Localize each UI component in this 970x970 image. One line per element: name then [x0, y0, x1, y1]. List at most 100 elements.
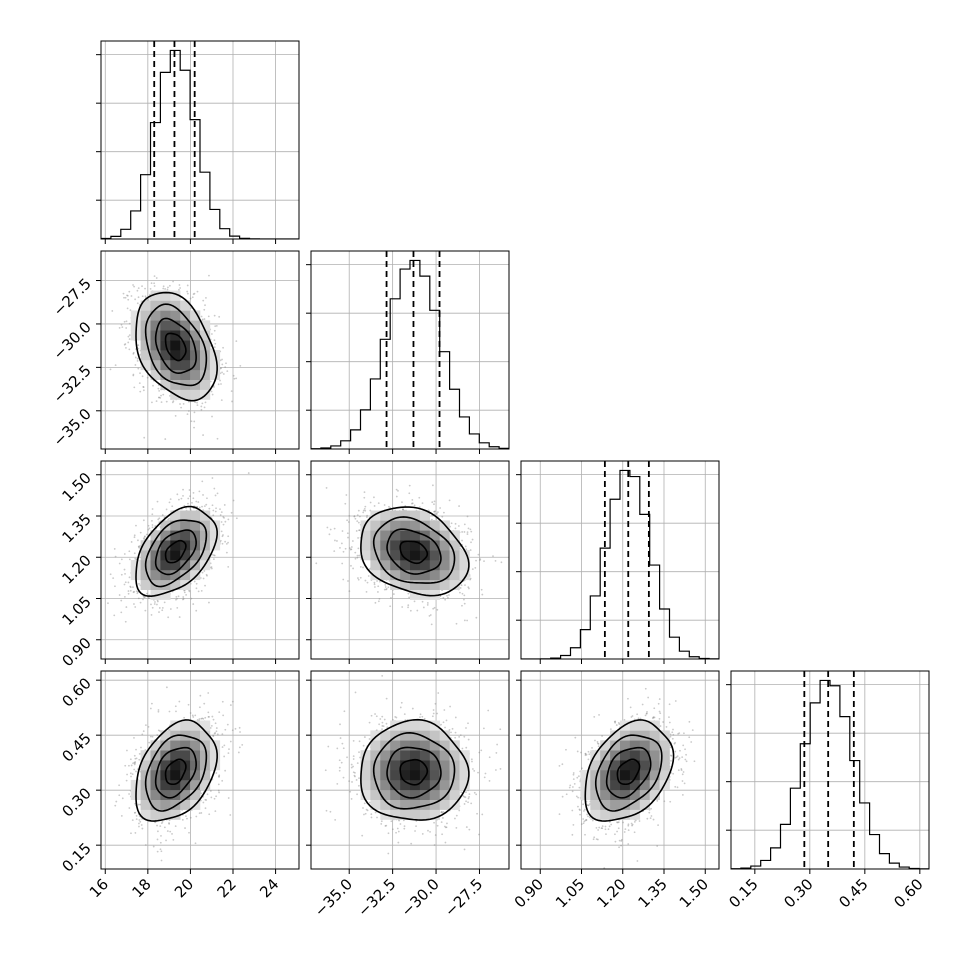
sample-point: [186, 413, 189, 416]
sample-point: [385, 722, 388, 725]
sample-point: [211, 477, 214, 479]
sample-point: [192, 497, 195, 500]
sample-point: [141, 733, 144, 736]
sample-point: [367, 575, 370, 577]
density-bin: [370, 760, 381, 771]
sample-point: [465, 746, 468, 749]
sample-point: [348, 590, 351, 593]
sample-point: [166, 288, 169, 291]
sample-point: [138, 822, 140, 825]
sample-point: [211, 415, 213, 418]
density-bin: [160, 350, 171, 361]
density-bin: [150, 320, 161, 331]
sample-point: [359, 576, 362, 579]
sample-point: [239, 731, 241, 733]
sample-point: [128, 322, 131, 325]
sample-point: [168, 819, 171, 822]
sample-point: [669, 735, 672, 738]
sample-point: [480, 588, 483, 591]
density-bin: [180, 569, 191, 581]
density-bin: [449, 579, 460, 590]
panel-1-1: [306, 250, 510, 454]
sample-point: [358, 751, 360, 754]
sample-point: [627, 697, 629, 700]
sample-point: [157, 518, 160, 521]
density-bin: [180, 560, 191, 571]
sample-point: [215, 727, 218, 729]
sample-point: [195, 609, 198, 612]
sample-point: [199, 577, 202, 579]
sample-point: [128, 576, 131, 579]
density-bin: [410, 520, 421, 531]
sample-point: [339, 737, 342, 739]
sample-point: [201, 571, 204, 574]
density-bin: [140, 550, 151, 561]
sample-point: [186, 292, 189, 295]
density-bin: [390, 799, 401, 810]
density-bin: [180, 770, 191, 781]
sample-point: [411, 498, 414, 501]
sample-point: [483, 560, 485, 563]
sample-point: [358, 529, 361, 532]
sample-point: [356, 762, 359, 765]
sample-point: [137, 296, 140, 299]
sample-point: [224, 728, 227, 731]
sample-point: [128, 338, 131, 340]
sample-point: [134, 557, 137, 560]
sample-point: [191, 501, 193, 504]
sample-point: [482, 727, 485, 730]
sample-point: [145, 533, 148, 536]
sample-point: [139, 531, 142, 534]
sample-point: [218, 791, 220, 794]
sample-point: [214, 722, 217, 725]
sample-point: [168, 284, 171, 287]
density-bin: [439, 730, 450, 741]
density-bin: [370, 779, 381, 791]
density-bin: [140, 789, 151, 800]
sample-point: [156, 599, 159, 602]
sample-point: [409, 609, 412, 612]
sample-point: [135, 814, 138, 817]
density-bin: [410, 550, 421, 561]
sample-point: [241, 743, 244, 746]
panel-2-2: [516, 460, 720, 664]
sample-point: [114, 555, 117, 558]
sample-point: [407, 604, 410, 607]
sample-point: [156, 600, 159, 603]
sample-point: [385, 587, 388, 590]
sample-point: [459, 591, 461, 594]
sample-point: [107, 602, 109, 605]
sample-point: [477, 771, 479, 774]
sample-point: [473, 770, 476, 772]
contour-level-1: [154, 529, 197, 576]
sample-point: [433, 503, 435, 506]
sample-point: [411, 502, 413, 505]
sample-point: [326, 526, 329, 529]
density-bin: [200, 550, 211, 561]
sample-point: [354, 557, 357, 560]
density-bin: [160, 569, 171, 581]
density-bin: [150, 740, 161, 751]
sample-point: [161, 820, 164, 823]
sample-point: [153, 282, 156, 285]
sample-point: [174, 825, 177, 827]
sample-point: [469, 549, 472, 551]
sample-point: [451, 727, 454, 730]
sample-point: [160, 859, 163, 862]
sample-point: [166, 830, 169, 832]
density-bin: [170, 720, 181, 731]
sample-point: [142, 537, 145, 540]
density-bin: [449, 540, 460, 551]
sample-point: [182, 596, 185, 598]
density-bin: [370, 770, 381, 781]
sample-point: [494, 769, 497, 771]
density-bin: [390, 740, 401, 751]
density-bin: [190, 310, 201, 321]
density-bin: [419, 569, 431, 581]
sample-point: [443, 511, 445, 514]
sample-point: [150, 603, 152, 606]
sample-point: [354, 771, 356, 774]
sample-point: [222, 346, 224, 349]
sample-point: [150, 702, 153, 705]
sample-point: [209, 790, 212, 792]
